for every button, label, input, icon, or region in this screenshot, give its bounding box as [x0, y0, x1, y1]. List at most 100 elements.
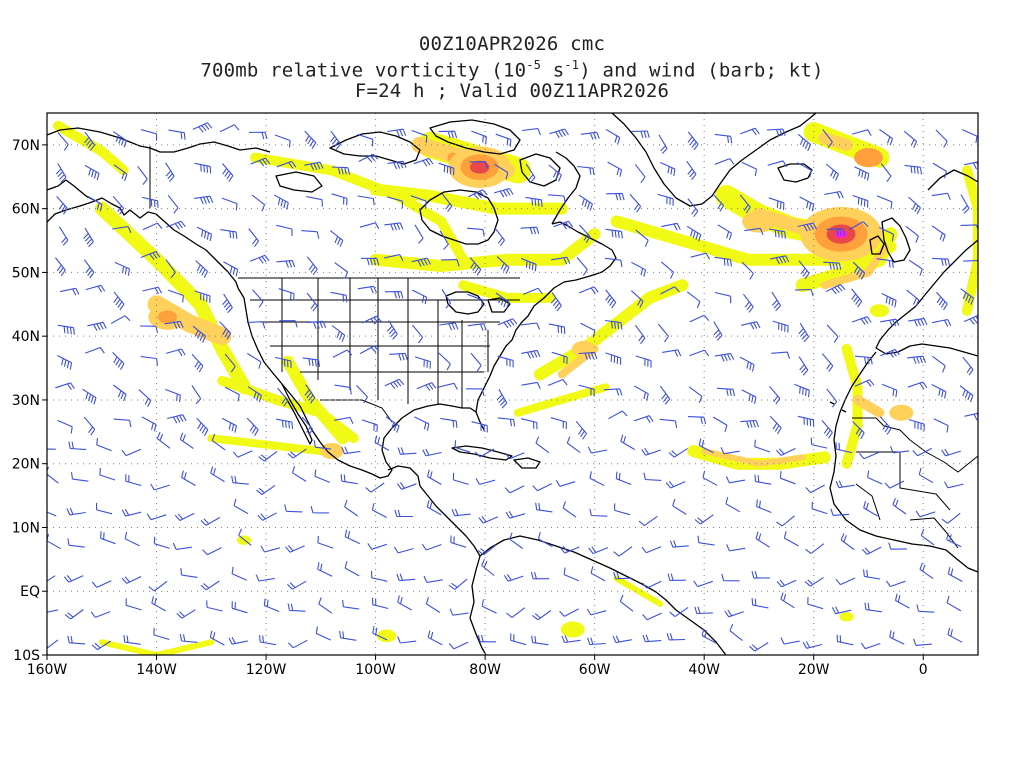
wind-barb: [851, 316, 872, 325]
wind-barb: [206, 600, 223, 612]
wind-barb: [63, 575, 84, 583]
wind-barb: [831, 606, 852, 615]
wind-barb: [823, 261, 842, 270]
wind-barb: [523, 287, 543, 295]
wind-barb: [223, 261, 239, 277]
title-line-2-post: ) and wind (barb; kt): [579, 59, 824, 82]
wind-barb: [964, 412, 978, 421]
wind-barb: [797, 415, 815, 427]
wind-barb: [660, 161, 676, 176]
wind-barb: [726, 544, 746, 552]
wind-barb: [179, 432, 194, 449]
wind-barb: [658, 134, 668, 154]
wind-barb: [521, 128, 542, 136]
coast-hudson: [419, 189, 499, 245]
wind-barb: [165, 162, 175, 182]
wind-barb: [863, 501, 878, 517]
wind-barb: [880, 348, 900, 358]
vorticity-band: [701, 448, 806, 467]
wind-barb: [221, 197, 238, 211]
wind-barb: [614, 503, 631, 516]
wind-barb: [690, 252, 710, 260]
wind-barb: [504, 452, 525, 460]
wind-barb: [510, 633, 527, 646]
coast-cuba: [451, 445, 513, 461]
wind-barb: [141, 416, 157, 432]
wind-barb: [57, 419, 73, 434]
wind-barb: [559, 545, 580, 554]
wind-barb: [881, 383, 898, 398]
wind-barb: [768, 228, 786, 239]
wind-barb: [276, 259, 296, 268]
wind-barb: [776, 515, 795, 527]
coast-greenland: [611, 113, 817, 207]
wind-barb: [963, 161, 978, 170]
wind-barb: [306, 256, 318, 276]
wind-barb: [811, 501, 828, 515]
wind-barb: [659, 418, 678, 428]
wind-barb: [561, 635, 581, 644]
coast-gulf: [371, 403, 485, 479]
lon-label: 20W: [798, 662, 830, 678]
wind-barb: [864, 602, 882, 613]
wind-barb: [941, 448, 961, 457]
wind-barb: [860, 642, 881, 650]
wind-barb: [935, 129, 948, 148]
wind-barb: [83, 416, 96, 436]
wind-barb: [532, 610, 552, 621]
wind-barb: [555, 480, 576, 487]
wind-barb: [304, 161, 324, 171]
wind-barb: [694, 514, 714, 525]
title-line-2: 700mb relative vorticity (10-5 s-1) and …: [0, 55, 1024, 81]
wind-barb: [634, 385, 649, 401]
wind-barb: [826, 228, 846, 236]
wind-barb: [448, 641, 469, 650]
wind-barb: [365, 482, 385, 493]
wind-barb: [438, 162, 455, 176]
wind-barb: [276, 418, 294, 429]
wind-barb: [725, 496, 741, 513]
wind-barb: [712, 193, 725, 212]
wind-barb: [662, 349, 682, 357]
wind-barb: [57, 355, 73, 370]
wind-barb: [334, 262, 349, 279]
wind-barb: [503, 573, 524, 582]
wind-barb: [47, 639, 59, 649]
wind-barb: [613, 546, 633, 557]
wind-barb: [64, 609, 84, 620]
wind-barb: [612, 635, 632, 644]
wind-barb: [566, 436, 581, 454]
wind-barb: [642, 634, 662, 643]
wind-barb: [798, 260, 810, 280]
wind-barb: [880, 163, 892, 183]
wind-barb: [67, 538, 85, 548]
wind-barb: [66, 507, 86, 516]
wind-barb: [334, 384, 352, 395]
wind-barb: [211, 433, 226, 451]
wind-barb: [822, 129, 833, 148]
wind-barb: [604, 257, 623, 268]
wind-barb: [441, 259, 460, 267]
wind-barb: [232, 450, 253, 458]
wind-barb: [740, 127, 760, 136]
wind-barb: [84, 131, 96, 151]
wind-barb: [665, 480, 686, 489]
wind-barb: [397, 636, 417, 644]
wind-barb: [219, 124, 240, 133]
wind-barb: [210, 466, 225, 483]
wind-barb: [913, 638, 932, 646]
wind-barb: [481, 599, 497, 614]
wind-barb: [634, 164, 646, 184]
wind-barb: [931, 318, 952, 327]
wind-barb: [238, 528, 252, 546]
wind-barb: [941, 512, 961, 524]
wind-barb: [331, 193, 348, 206]
wind-barb: [799, 196, 815, 212]
lon-label: 160W: [27, 662, 68, 678]
wind-barb: [960, 288, 975, 305]
wind-barb: [795, 288, 814, 297]
wind-barb: [478, 515, 499, 524]
wind-barb: [467, 293, 483, 307]
wind-barb: [386, 320, 398, 340]
coast-south-america: [479, 535, 727, 655]
